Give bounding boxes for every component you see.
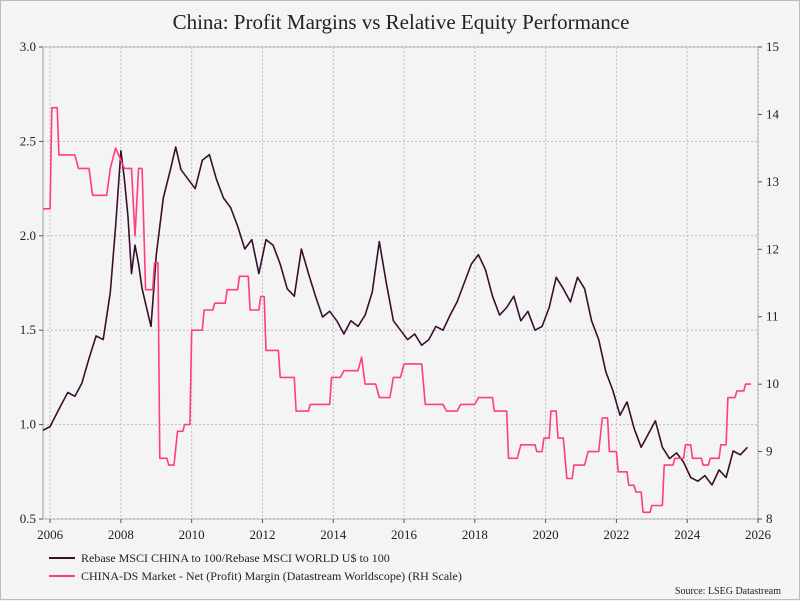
plot-area (42, 46, 759, 520)
x-tick-label: 2006 (37, 527, 64, 542)
y-axis-right: 8 9 10 11 12 13 14 15 (758, 39, 780, 526)
legend-label-net-margin: CHINA-DS Market - Net (Profit) Margin (D… (81, 569, 462, 583)
y-left-tick-label: 1.0 (20, 417, 36, 432)
x-tick-label: 2018 (462, 527, 488, 542)
series-layer (42, 106, 751, 514)
legend: Rebase MSCI CHINA to 100/Rebase MSCI WOR… (49, 551, 462, 583)
x-tick-label: 2014 (320, 527, 347, 542)
x-axis: 2006 2008 2010 2012 2014 2016 2018 2020 2022 2024… (37, 519, 772, 542)
legend-label-china-world: Rebase MSCI CHINA to 100/Rebase MSCI WOR… (81, 551, 390, 565)
chart-title: China: Profit Margins vs Relative Equity… (173, 10, 630, 34)
x-tick-label: 2024 (674, 527, 701, 542)
y-left-tick-label: 0.5 (20, 511, 36, 526)
x-tick-label: 2026 (745, 527, 772, 542)
y-left-tick-label: 3.0 (20, 39, 36, 54)
x-tick-label: 2012 (249, 527, 275, 542)
y-right-tick-label: 13 (766, 174, 779, 189)
y-axis-left: 0.5 1.0 1.5 2.0 2.5 3.0 (20, 39, 43, 526)
y-left-tick-label: 1.5 (20, 322, 36, 337)
source-note: Source: LSEG Datastream (675, 586, 781, 597)
y-right-tick-label: 12 (766, 241, 779, 256)
y-right-tick-label: 9 (766, 444, 773, 459)
series-line-net-margin (43, 106, 751, 514)
x-tick-label: 2016 (391, 527, 418, 542)
y-right-tick-label: 8 (766, 511, 773, 526)
y-right-tick-label: 11 (766, 309, 779, 324)
y-left-tick-label: 2.0 (20, 228, 36, 243)
x-tick-label: 2010 (179, 527, 205, 542)
y-left-tick-label: 2.5 (20, 133, 36, 148)
y-right-tick-label: 15 (766, 39, 779, 54)
y-right-tick-label: 14 (766, 106, 780, 121)
x-tick-label: 2020 (533, 527, 559, 542)
y-right-tick-label: 10 (766, 376, 779, 391)
grid (43, 46, 759, 520)
x-tick-label: 2022 (603, 527, 629, 542)
x-tick-label: 2008 (108, 527, 134, 542)
series-line-china-world (42, 146, 748, 486)
